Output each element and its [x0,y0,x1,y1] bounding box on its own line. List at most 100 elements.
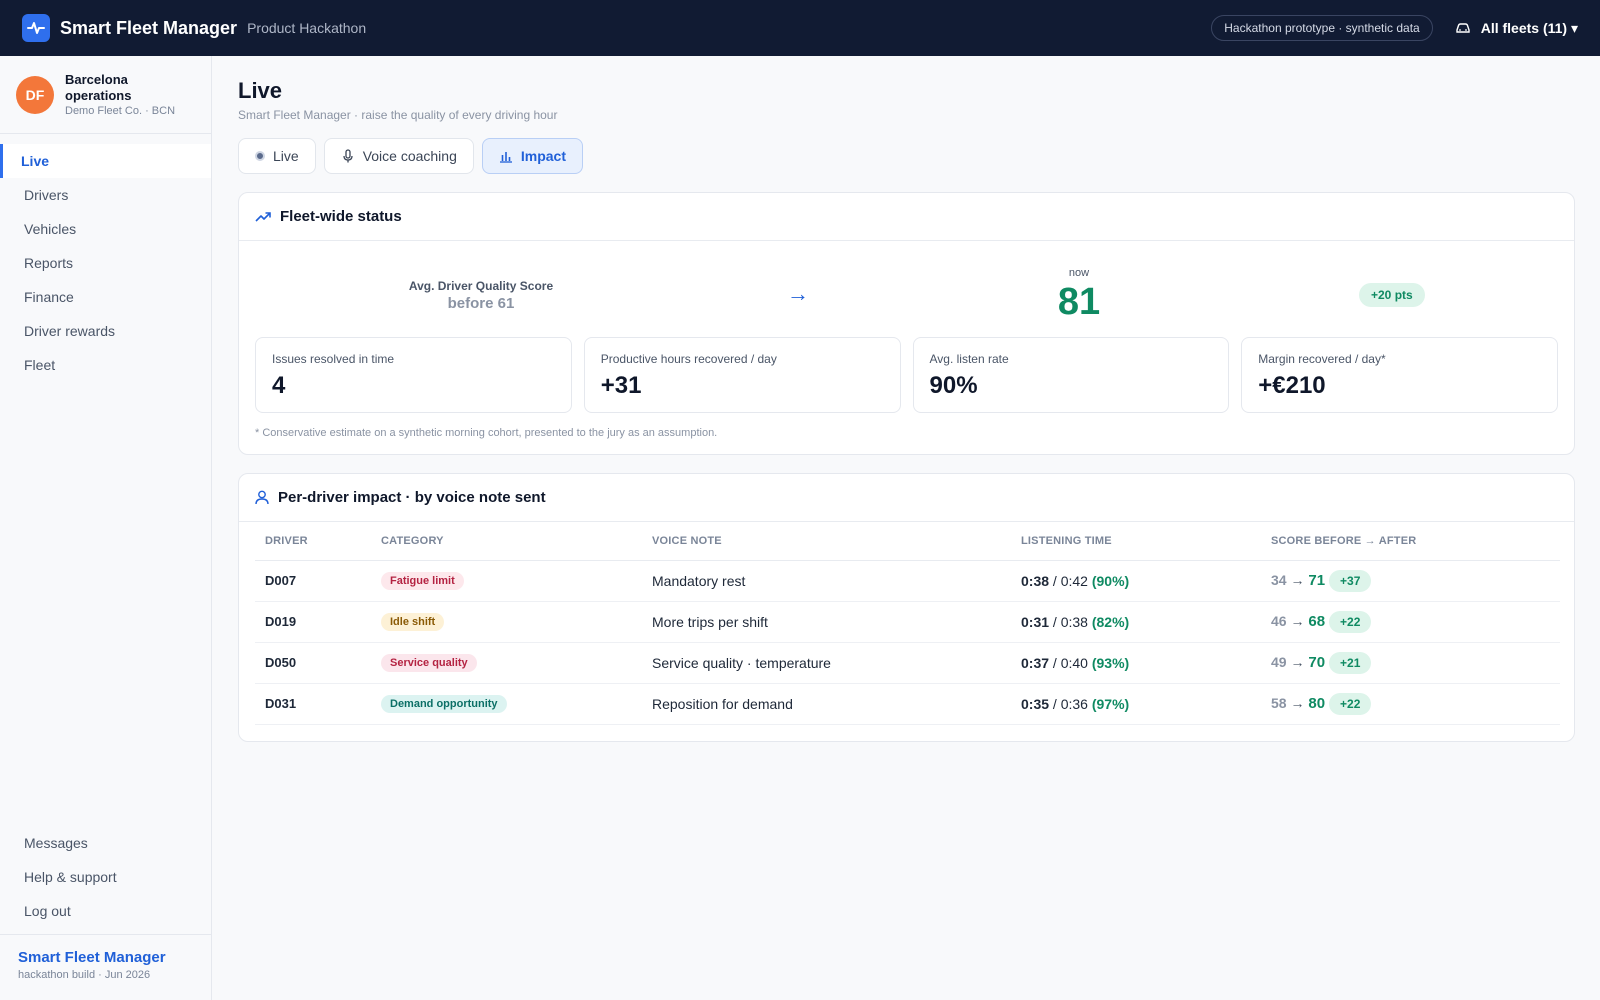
tab-impact-label: Impact [520,148,566,164]
sidebar-item-logout[interactable]: Log out [24,903,71,919]
kpi-productive-hours: Productive hours recovered / day +31 [583,337,901,413]
table-header-row: DRIVER CATEGORY VOICE NOTE LISTENING TIM… [255,522,1560,561]
fleet-status-title: Fleet-wide status [280,208,402,225]
kpi-value: 4 [272,372,286,399]
kpi-label: Margin recovered / day* [1258,352,1386,366]
estimate-footnote: * Conservative estimate on a synthetic m… [255,427,718,439]
col-score[interactable]: SCORE BEFORE → AFTER [1261,522,1560,561]
score-now-label: now [1068,267,1090,279]
sidebar-item-drivers[interactable]: Drivers [24,187,69,203]
sidebar-item-driver-rewards[interactable]: Driver rewards [24,323,116,339]
table-row[interactable]: D019 Idle shift More trips per shift 0:3… [255,601,1560,643]
kpi-label: Issues resolved in time [272,352,395,366]
org-name: Barcelona operations [65,72,132,103]
score-arrow: → [1290,571,1305,588]
score-after: 68 [1308,612,1326,630]
score-before: before 61 [447,295,515,312]
col-listening-time[interactable]: LISTENING TIME [1011,522,1261,561]
listen-percent: (93%) [1091,654,1130,671]
sidebar-item-help[interactable]: Help & support [24,869,117,885]
sidebar-footer: Smart Fleet Manager hackathon build · Ju… [0,934,211,995]
listen-percent: (90%) [1091,572,1130,589]
category-badge: Demand opportunity [381,695,507,713]
score-before: 34 [1271,571,1287,588]
listening-time: 0:37 / 0:40 (93%) [1011,642,1261,684]
page-title: Live [238,78,283,103]
sidebar-nav: Live Drivers Vehicles Reports Finance Dr… [0,134,211,382]
sidebar-bottom-nav: Messages Help & support Log out [0,826,211,928]
driver-id: D031 [255,683,371,725]
kpi-label: Avg. listen rate [929,352,1009,366]
kpi-listen-rate: Avg. listen rate 90% [912,337,1230,413]
main-content: Live Smart Fleet Manager · raise the qua… [238,56,1575,742]
voice-note: Service quality · temperature [642,642,1011,684]
tab-impact[interactable]: Impact [481,138,583,174]
sidebar-item-finance[interactable]: Finance [24,289,74,305]
app-brand[interactable]: Smart Fleet Manager [60,17,238,38]
score-before: 46 [1271,612,1287,629]
score-arrow: → [787,281,809,306]
score-change: 58 → 80 +22 [1261,683,1560,725]
score-after: 80 [1308,694,1326,712]
kpi-value: +31 [600,372,642,399]
kpi-margin-recovered: Margin recovered / day* +€210 [1241,337,1558,413]
car-icon [1456,23,1470,33]
org-switcher[interactable]: DF Barcelona operations Demo Fleet Co. ·… [0,56,211,134]
score-arrow: → [1290,694,1305,711]
col-voice-note[interactable]: VOICE NOTE [642,522,1011,561]
score-change: 34 → 71 +37 [1261,560,1560,602]
sidebar-item-messages[interactable]: Messages [24,835,88,851]
tab-live[interactable]: Live [238,138,316,174]
kpi-value: +€210 [1258,372,1326,399]
view-tabs: Live Voice coaching Impact [238,138,1575,174]
sidebar-item-vehicles[interactable]: Vehicles [24,221,77,237]
col-driver[interactable]: DRIVER [255,522,371,561]
listen-percent: (97%) [1091,695,1130,712]
sidebar: DF Barcelona operations Demo Fleet Co. ·… [0,56,212,1000]
table-row[interactable]: D050 Service quality Service quality · t… [255,642,1560,684]
listening-time: 0:35 / 0:36 (97%) [1011,683,1261,725]
table-row[interactable]: D007 Fatigue limit Mandatory rest 0:38 /… [255,560,1560,602]
score-arrow: → [1290,653,1305,670]
total-duration: / 0:42 [1052,572,1088,589]
score-change: 49 → 70 +21 [1261,642,1560,684]
score-after: 70 [1308,653,1326,671]
quality-score-row: Avg. Driver Quality Score before 61 → no… [239,241,1574,337]
fleet-status-header: Fleet-wide status [239,193,1574,241]
footer-build: hackathon build · Jun 2026 [18,969,151,981]
per-driver-title: Per-driver impact · by voice note sent [278,489,546,506]
pulse-icon[interactable] [22,14,50,42]
sidebar-item-fleet[interactable]: Fleet [24,357,56,373]
voice-note: Mandatory rest [642,560,1011,602]
per-driver-header: Per-driver impact · by voice note sent [239,474,1574,522]
score-arrow: → [1290,612,1305,629]
score-delta-badge: +20 pts [1359,283,1425,307]
trending-up-icon [255,211,271,223]
kpi-label: Productive hours recovered / day [600,352,777,366]
driver-id: D050 [255,642,371,684]
kpi-issues-resolved: Issues resolved in time 4 [255,337,572,413]
fleet-selector[interactable]: All fleets (11) ▾ [1455,20,1578,37]
tab-voice-coaching[interactable]: Voice coaching [323,138,474,174]
score-before: 49 [1271,653,1287,670]
tab-voice-coaching-label: Voice coaching [362,148,457,164]
listen-percent: (82%) [1091,613,1130,630]
listening-time: 0:38 / 0:42 (90%) [1011,560,1261,602]
score-after: 71 [1308,571,1326,589]
col-category[interactable]: CATEGORY [371,522,642,561]
listened-duration: 0:37 [1021,654,1050,671]
page-subtitle: Smart Fleet Manager · raise the quality … [238,108,558,122]
listening-time: 0:31 / 0:38 (82%) [1011,601,1261,643]
sidebar-item-reports[interactable]: Reports [24,255,74,271]
fleet-status-card: Fleet-wide status Avg. Driver Quality Sc… [238,192,1575,455]
score-delta-badge: +37 [1329,569,1372,592]
category-badge: Fatigue limit [381,572,464,590]
driver-id: D019 [255,601,371,643]
top-bar: Smart Fleet Manager Product Hackathon Ha… [0,0,1600,56]
bar-chart-icon [499,149,513,163]
table-row[interactable]: D031 Demand opportunity Reposition for d… [255,683,1560,725]
score-delta-badge: +22 [1329,610,1372,633]
sidebar-item-live[interactable]: Live [0,144,211,178]
driver-id: D007 [255,560,371,602]
total-duration: / 0:38 [1052,613,1088,630]
